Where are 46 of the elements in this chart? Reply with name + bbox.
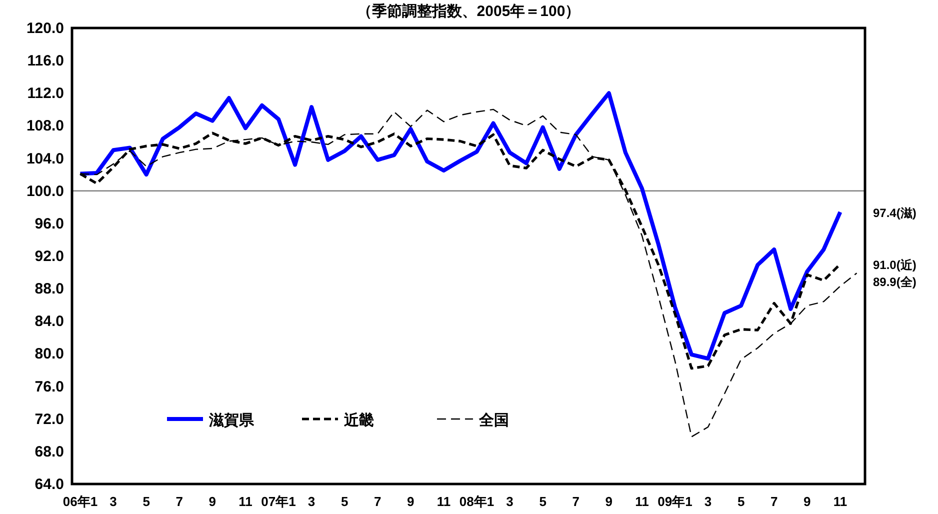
y-tick-label: 84.0: [34, 313, 64, 330]
legend-label: 全国: [478, 412, 509, 429]
x-tick-label: 11: [238, 494, 252, 509]
y-tick-label: 96.0: [34, 215, 64, 232]
legend-label: 滋賀県: [208, 412, 255, 429]
y-tick-label: 120.0: [26, 20, 64, 37]
x-tick-label: 11: [436, 494, 451, 509]
y-tick-label: 116.0: [27, 52, 64, 70]
x-tick-label: 9: [804, 494, 811, 509]
x-tick-label: 08年1: [459, 494, 494, 509]
x-tick-label: 7: [374, 494, 382, 509]
y-tick-label: 88.0: [34, 280, 64, 298]
text: 91.0(近): [873, 258, 916, 272]
x-tick-label: 7: [770, 494, 778, 509]
chart-title: （季節調整指数、2005年＝100）: [356, 2, 580, 20]
y-tick-label: 100.0: [26, 182, 64, 200]
x-tick-label: 9: [208, 494, 216, 509]
y-tick-label: 80.0: [34, 346, 64, 363]
y-tick-label: 112.0: [27, 85, 64, 102]
y-tick-label: 76.0: [34, 378, 64, 396]
text: 89.9(全): [873, 275, 916, 290]
x-tick-label: 5: [737, 494, 745, 509]
y-tick-label: 64.0: [34, 476, 64, 493]
x-tick-label: 3: [308, 494, 316, 509]
x-tick-label: 9: [407, 494, 414, 509]
y-tick-label: 104.0: [26, 150, 64, 168]
x-tick-label: 09年1: [658, 494, 692, 509]
x-tick-label: 5: [539, 494, 546, 509]
y-tick-label: 72.0: [34, 410, 64, 428]
x-tick-label: 3: [110, 494, 117, 509]
y-tick-label: 92.0: [34, 248, 64, 265]
y-tick-label: 108.0: [26, 118, 64, 135]
x-tick-label: 9: [605, 494, 613, 509]
x-tick-label: 06年1: [62, 494, 98, 509]
x-tick-label: 3: [506, 494, 514, 509]
x-tick-label: 11: [635, 494, 649, 509]
legend-label: 近畿: [343, 412, 374, 429]
y-tick-label: 68.0: [34, 443, 64, 460]
x-tick-label: 07年1: [261, 494, 296, 509]
x-tick-label: 7: [176, 494, 184, 509]
x-tick-label: 11: [833, 494, 848, 509]
text: 97.4(滋): [873, 206, 916, 220]
x-tick-label: 5: [142, 494, 150, 509]
x-tick-label: 7: [572, 494, 580, 509]
x-tick-label: 3: [704, 494, 712, 509]
x-tick-label: 5: [340, 494, 348, 509]
